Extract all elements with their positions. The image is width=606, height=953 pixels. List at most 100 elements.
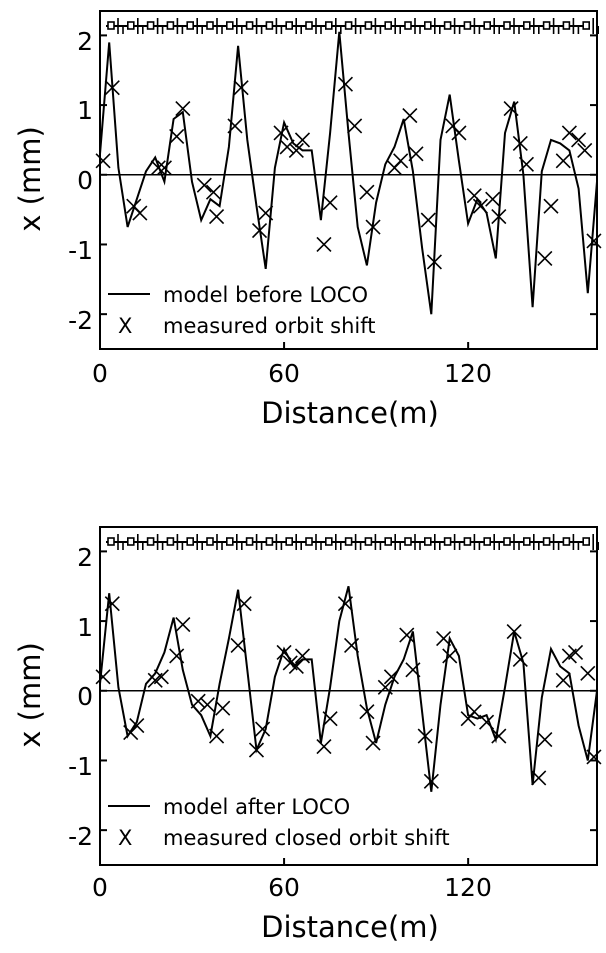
quadrupole-symbol [463,537,472,546]
magnet-lattice-strip [106,534,600,550]
data-point-x-marker [316,236,332,253]
data-point-x-marker [491,728,507,744]
y-axis-label: x (mm) [13,642,47,748]
data-point-x-marker [365,735,381,751]
quadrupole-symbol [384,21,393,30]
data-point-x-marker [196,177,212,193]
data-point-x-marker [567,644,584,661]
data-point-x-marker [537,250,553,266]
data-point-x-marker [150,160,166,176]
data-point-x-marker [347,118,363,134]
quadrupole-symbol [562,21,571,30]
data-point-x-marker [436,630,452,647]
data-point-x-marker [153,669,169,685]
data-point-x-marker [156,160,172,176]
x-tick-label: 120 [444,873,492,902]
quadrupole-symbol [127,21,135,30]
data-point-x-marker [383,669,400,685]
quadrupole-symbol [166,21,175,30]
y-tick-label: -1 [68,236,93,265]
data-point-x-marker [518,156,535,172]
data-point-x-marker [322,711,338,727]
data-point-x-marker [417,728,433,744]
data-point-x-marker [555,153,571,169]
top-panel: 2 1 0 -1 -2 0 60 120 Distance(m) x (mm) … [13,10,602,430]
quadrupole-symbol [344,21,353,30]
quadrupole-symbol [285,537,294,546]
quadrupole-symbol [166,537,175,546]
magnet-lattice-strip [106,18,600,34]
quadrupole-symbol [542,537,551,546]
quadrupole-symbol [324,537,333,546]
data-point-x-marker [95,153,111,169]
data-point-x-marker [491,209,507,225]
data-point-x-marker [512,651,528,667]
y-axis-label: x (mm) [13,126,47,232]
data-point-x-marker [466,188,482,204]
y-tick-label: -1 [68,752,93,781]
data-point-x-marker [132,205,148,221]
data-point-x-marker [420,212,436,228]
data-point-x-marker [402,107,418,124]
data-point-x-marker [377,679,393,695]
quadrupole-symbol [186,537,194,546]
data-point-x-marker [393,153,409,169]
data-point-x-marker [408,146,424,162]
quadrupole-symbol [245,537,254,546]
quadrupole-symbol [324,21,333,30]
quadrupole-symbol [146,21,155,30]
legend-marker-swatch: X [118,826,132,850]
data-point-x-marker [199,697,215,713]
data-point-x-marker [273,125,289,141]
data-point-x-marker [230,637,246,654]
quadrupole-symbol [423,537,432,546]
data-point-x-marker [344,637,360,654]
y-tick-label: 0 [77,166,93,195]
data-point-x-marker [190,693,206,709]
data-point-x-marker [405,662,421,678]
quadrupole-symbol [404,21,412,30]
data-point-x-marker [423,773,439,789]
legend-label: model after LOCO [163,795,350,819]
quadrupole-symbol [582,537,591,546]
quadrupole-symbol [384,537,393,546]
data-point-x-marker [322,195,338,211]
quadrupole-symbol [344,537,353,546]
legend-marker-swatch: X [118,314,132,338]
model-line [99,585,598,792]
quadrupole-symbol [107,537,115,546]
data-point-x-marker [543,198,559,214]
data-point-x-marker [337,76,353,92]
data-point-x-marker [258,205,274,221]
quadrupole-symbol [364,537,373,546]
quadrupole-symbol [423,21,432,30]
data-point-x-marker [95,669,111,685]
x-tick-label: 0 [92,359,108,388]
data-point-x-marker [337,596,353,612]
data-point-x-marker [279,139,295,155]
model-line [99,31,598,315]
data-point-x-marker [478,714,495,730]
quadrupole-symbol [265,537,274,546]
data-point-x-marker [251,222,268,239]
data-point-x-marker [485,191,501,207]
data-point-x-marker [359,704,375,720]
quadrupole-symbol [305,537,313,546]
quadrupole-symbol [226,21,234,30]
data-point-x-marker [288,142,304,158]
y-tick-label: 2 [77,27,93,56]
data-point-x-marker [233,80,249,96]
legend: model after LOCO X measured closed orbit… [108,795,450,850]
x-tick-label: 120 [444,359,492,388]
data-point-x-marker [586,749,602,765]
data-point-x-marker [169,128,185,145]
data-point-x-marker [227,118,243,134]
data-point-x-marker [104,80,120,96]
quadrupole-symbol [206,21,214,30]
x-axis-label: Distance(m) [261,910,439,944]
quadrupole-symbol [265,21,274,30]
data-point-x-marker [129,718,145,734]
legend-label: model before LOCO [163,283,368,307]
quadrupole-symbol [503,21,511,30]
quadrupole-symbol [404,537,412,546]
